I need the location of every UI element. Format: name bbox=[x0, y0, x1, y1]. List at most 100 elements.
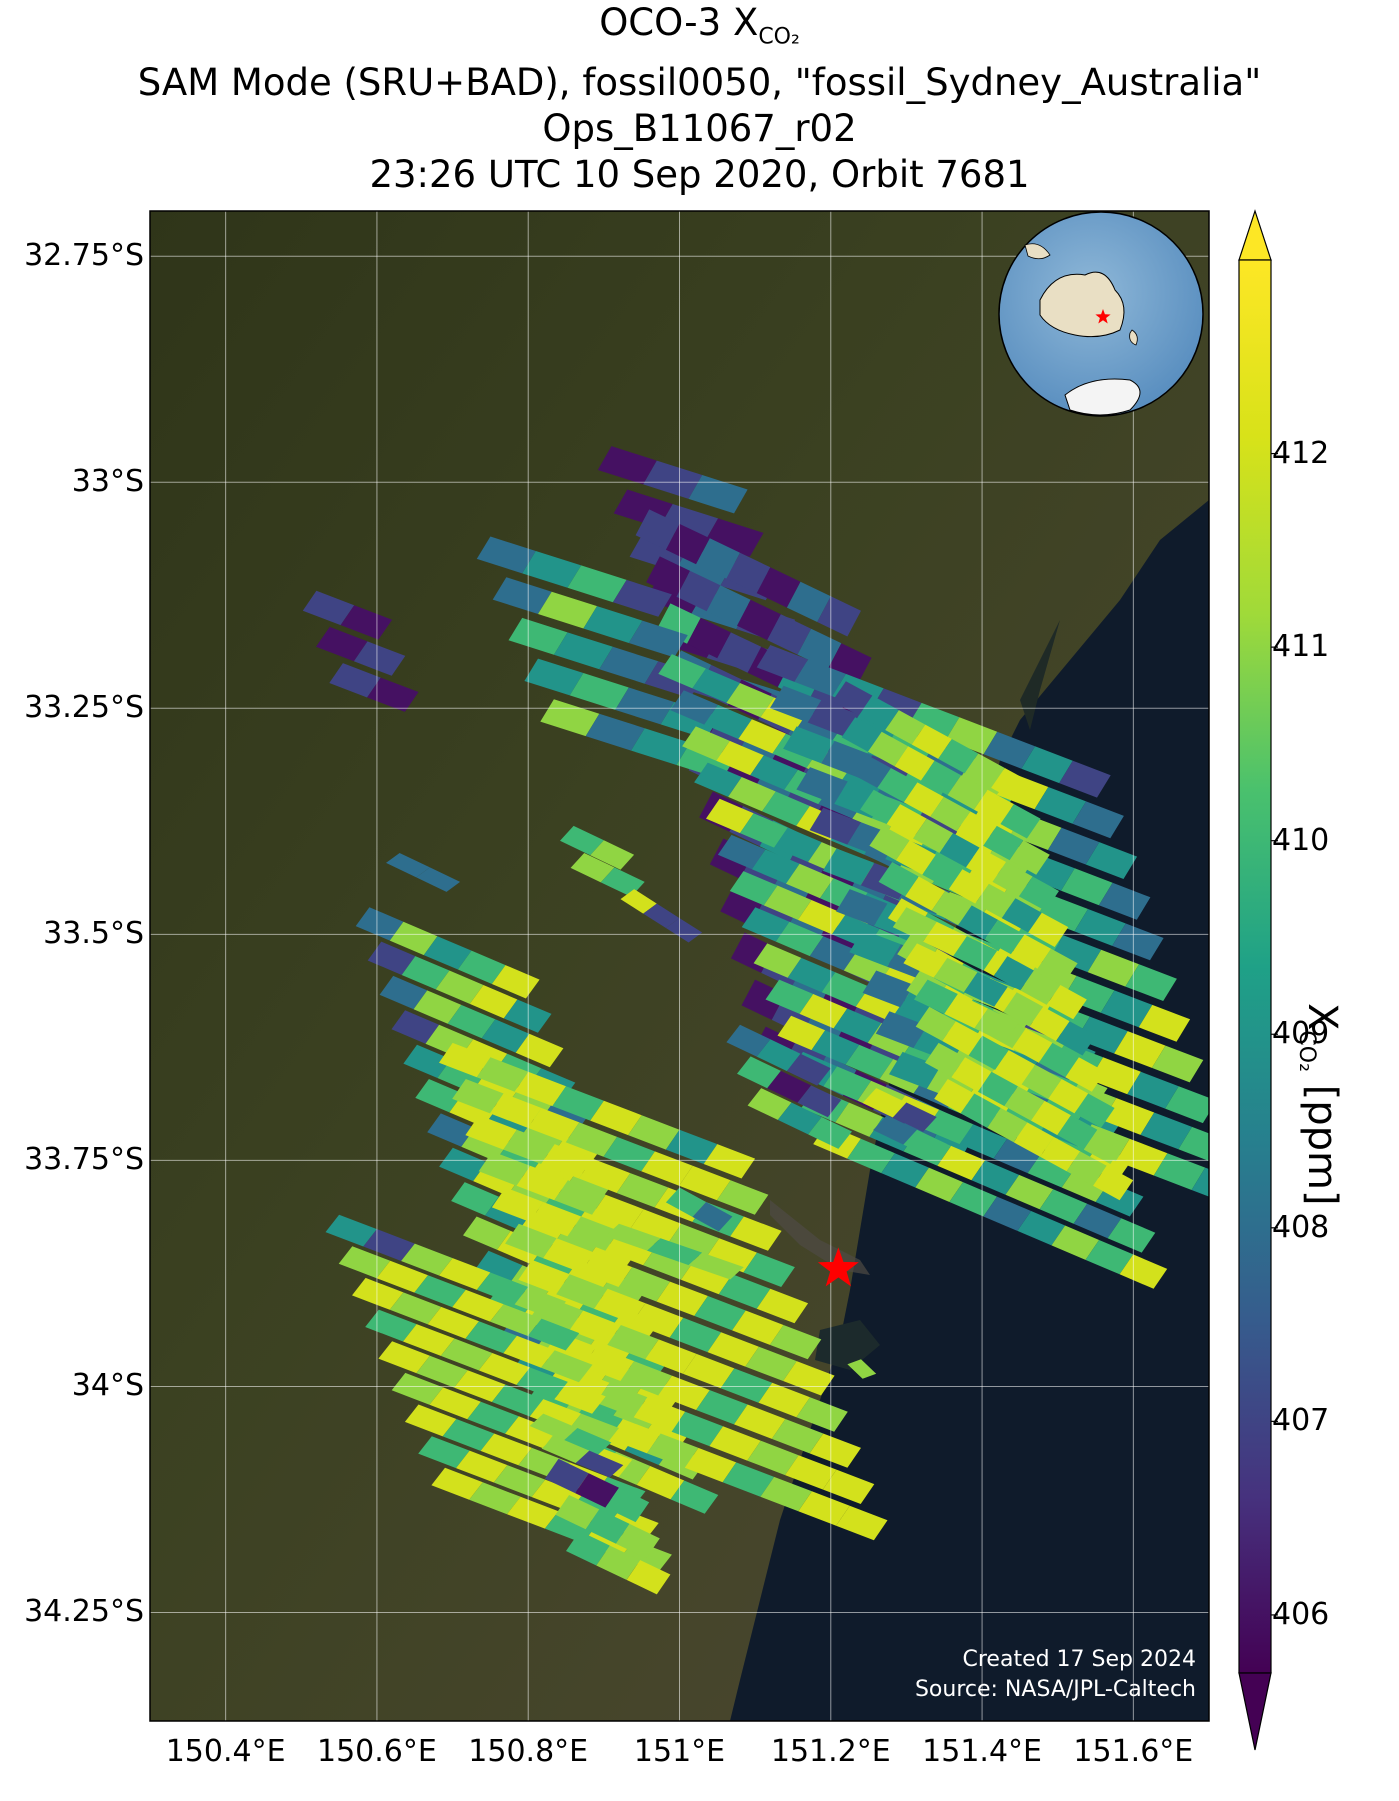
xco2-footprint bbox=[401, 1243, 453, 1276]
target-star-marker[interactable] bbox=[817, 1247, 859, 1287]
xco2-footprint bbox=[717, 632, 762, 673]
xco2-footprint bbox=[469, 1482, 521, 1515]
lon-tick-label: 150.6°E bbox=[317, 1734, 437, 1769]
xco2-footprint bbox=[391, 1372, 444, 1405]
xco2-footprint bbox=[555, 1495, 600, 1530]
xco2-footprint bbox=[616, 1523, 660, 1559]
xco2-footprint bbox=[886, 804, 927, 839]
xco2-footprint bbox=[921, 760, 962, 796]
xco2-footprint bbox=[836, 889, 888, 926]
xco2-footprint bbox=[452, 1079, 504, 1114]
xco2-footprint bbox=[439, 1147, 487, 1182]
xco2-footprint bbox=[983, 825, 1024, 861]
xco2-footprint bbox=[1013, 1122, 1054, 1157]
xco2-footprint bbox=[329, 663, 381, 698]
xco2-footprint bbox=[401, 956, 450, 990]
xco2-footprint bbox=[585, 713, 645, 751]
xco2-footprint bbox=[911, 724, 952, 759]
xco2-footprint bbox=[716, 740, 764, 776]
xco2-footprint bbox=[862, 1088, 907, 1118]
xco2-footprint bbox=[737, 599, 781, 641]
xco2-footprint bbox=[474, 1250, 523, 1285]
xco2-footprint bbox=[1098, 882, 1151, 920]
xco2-footprint bbox=[643, 1245, 695, 1280]
xco2-footprint bbox=[583, 606, 643, 643]
xco2-footprint bbox=[1191, 1167, 1209, 1197]
xco2-footprint bbox=[527, 1108, 580, 1143]
xco2-footprint bbox=[439, 1042, 491, 1078]
xco2-footprint bbox=[1165, 1086, 1209, 1124]
sounding-swath bbox=[529, 1413, 624, 1478]
xco2-footprint bbox=[889, 1051, 941, 1089]
xco2-footprint bbox=[822, 848, 875, 886]
map-area[interactable] bbox=[150, 211, 1243, 1721]
xco2-footprint bbox=[463, 1216, 511, 1250]
xco2-footprint bbox=[821, 972, 870, 1007]
xco2-footprint bbox=[480, 1433, 532, 1466]
graticule bbox=[150, 211, 1209, 1721]
xco2-footprint bbox=[629, 532, 689, 572]
xco2-footprint bbox=[762, 791, 810, 826]
xco2-footprint bbox=[1037, 948, 1078, 984]
xco2-footprint bbox=[465, 1321, 517, 1354]
sounding-swath bbox=[726, 1024, 852, 1149]
xco2-footprint bbox=[1061, 1167, 1110, 1202]
xco2-footprint bbox=[992, 862, 1033, 897]
globe-inset-icon bbox=[998, 211, 1204, 417]
xco2-footprint bbox=[758, 1382, 810, 1418]
xco2-footprint bbox=[692, 668, 740, 703]
xco2-footprint bbox=[595, 1382, 648, 1418]
xco2-footprint bbox=[556, 1274, 608, 1309]
xco2-footprint bbox=[1048, 1079, 1089, 1114]
xco2-footprint bbox=[913, 818, 954, 853]
xco2-footprint bbox=[609, 1419, 661, 1454]
xco2-footprint bbox=[491, 965, 540, 999]
sounding-swath bbox=[544, 1458, 671, 1595]
xco2-footprint bbox=[1114, 1031, 1166, 1068]
xco2-footprint bbox=[1009, 840, 1050, 875]
xco2-footprint bbox=[451, 1182, 499, 1216]
asia-shape bbox=[1024, 243, 1051, 260]
urban-area bbox=[770, 1200, 870, 1275]
figure-title: OCO-3 XCO₂ SAM Mode (SRU+BAD), fossil005… bbox=[0, 0, 1399, 198]
xco2-footprint bbox=[769, 685, 822, 723]
xco2-footprint bbox=[938, 739, 979, 774]
xco2-footprint bbox=[922, 854, 963, 890]
xco2-footprint bbox=[659, 504, 719, 543]
xco2-footprint bbox=[703, 1144, 756, 1179]
xco2-footprint bbox=[903, 1129, 948, 1159]
xco2-footprint bbox=[751, 849, 800, 884]
xco2-footprint bbox=[605, 1487, 650, 1523]
xco2-footprint bbox=[403, 1324, 455, 1356]
xco2-footprint bbox=[716, 1180, 769, 1215]
credit-source: Source: NASA/JPL-Caltech bbox=[914, 1677, 1196, 1702]
xco2-footprint bbox=[635, 509, 680, 550]
credit-created: Created 17 Sep 2024 bbox=[962, 1647, 1197, 1672]
xco2-footprint bbox=[960, 1093, 1001, 1128]
xco2-footprint bbox=[771, 1419, 824, 1454]
xco2-footprint bbox=[665, 918, 703, 943]
xco2-footprint bbox=[930, 796, 971, 832]
xco2-footprint bbox=[671, 1411, 723, 1447]
australia-shape bbox=[1039, 271, 1125, 338]
xco2-footprint bbox=[427, 1306, 479, 1339]
xco2-footprint bbox=[1012, 1028, 1053, 1063]
xco2-footprint bbox=[670, 1480, 719, 1514]
xco2-footprint bbox=[1085, 1240, 1134, 1275]
xco2-footprint bbox=[1059, 760, 1111, 798]
xco2-footprint bbox=[1116, 1138, 1168, 1176]
xco2-footprint bbox=[563, 1428, 612, 1455]
xco2-footprint bbox=[1029, 1006, 1070, 1041]
xco2-footprint bbox=[858, 695, 899, 730]
xco2-footprint bbox=[353, 641, 406, 676]
xco2-footprint bbox=[775, 921, 824, 957]
xco2-footprint bbox=[1003, 992, 1044, 1027]
xco2-footprint bbox=[737, 1056, 781, 1089]
sounding-swath bbox=[386, 853, 461, 892]
lat-tick-label: 32.75°S bbox=[24, 238, 144, 274]
xco2-footprint bbox=[670, 690, 718, 725]
sounding-swath bbox=[862, 1088, 948, 1159]
xco2-footprint bbox=[958, 905, 999, 940]
xco2-footprint bbox=[538, 591, 597, 629]
xco2-footprint bbox=[647, 1238, 703, 1266]
